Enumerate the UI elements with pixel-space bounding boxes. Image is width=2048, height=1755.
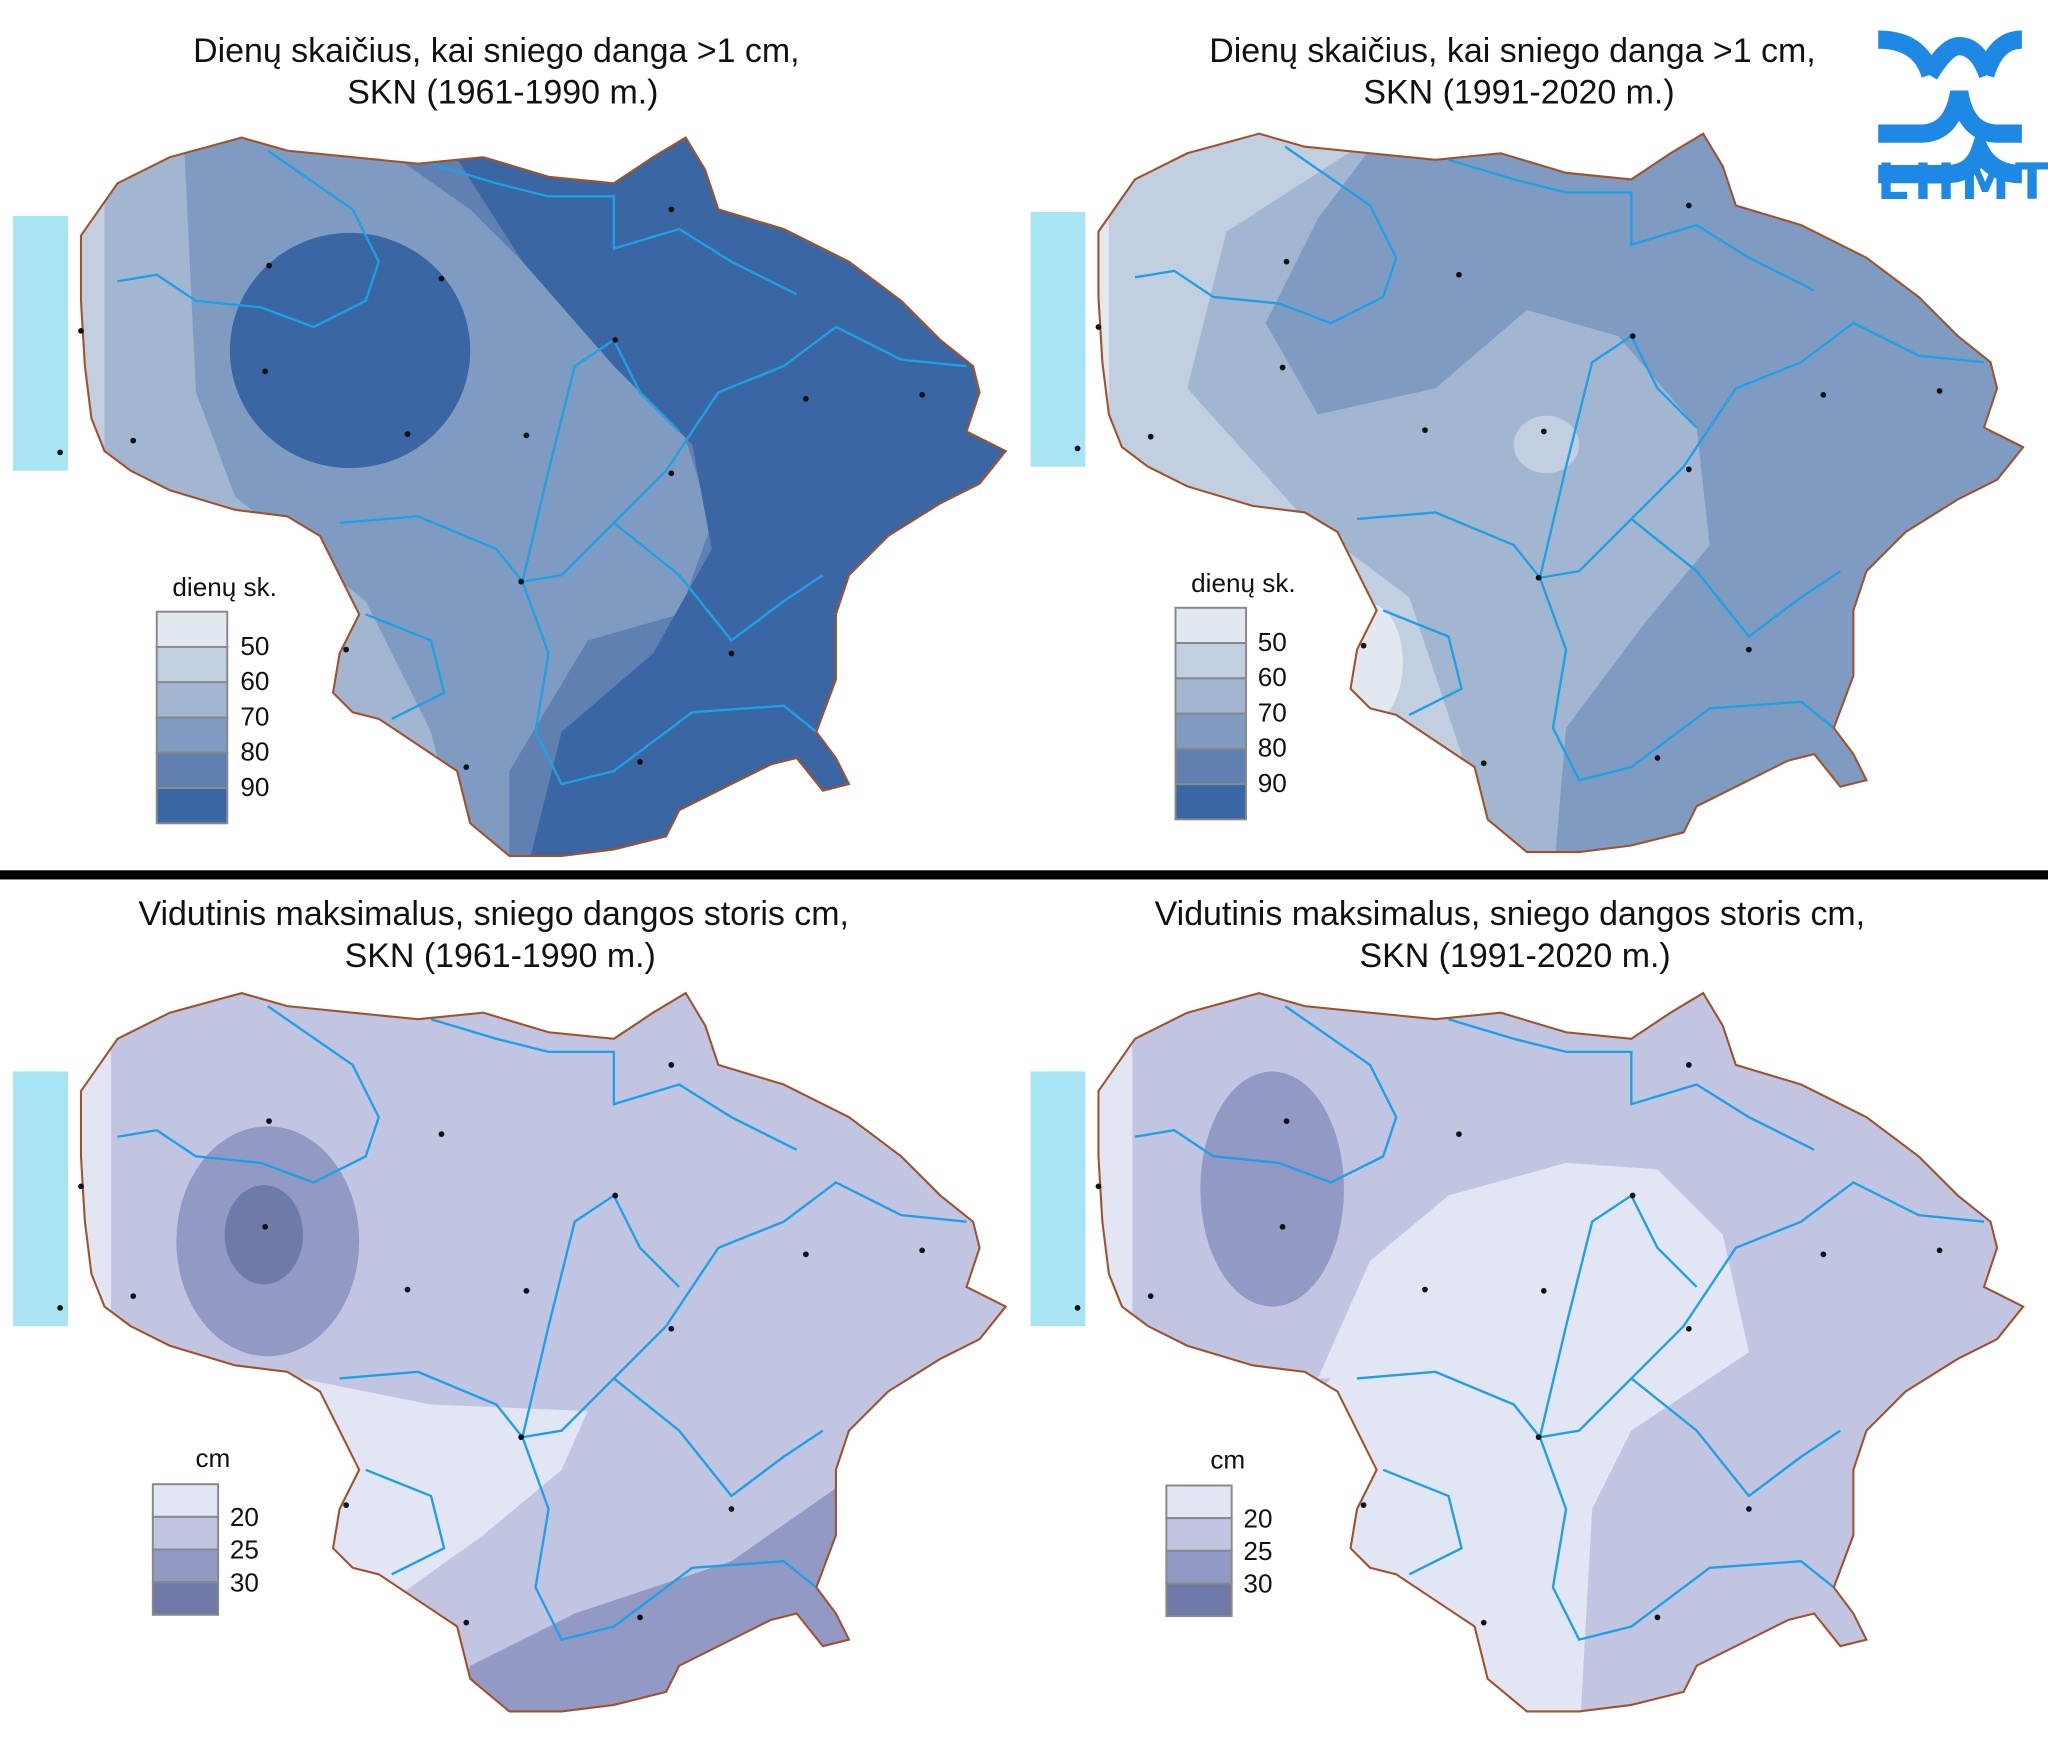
legend-label: 20 bbox=[1243, 1503, 1272, 1533]
map-title-line1: Dienų skaičius, kai sniego danga >1 cm, bbox=[193, 32, 800, 70]
map-title-line1: Vidutinis maksimalus, sniego dangos stor… bbox=[138, 895, 848, 933]
legend-label: 20 bbox=[230, 1502, 259, 1532]
section-divider bbox=[0, 870, 2048, 880]
legend-title: dienų sk. bbox=[172, 572, 277, 602]
contour-zones bbox=[80, 993, 1006, 1712]
legend-label: 80 bbox=[240, 737, 269, 767]
legend-depth: cm 20 25 30 bbox=[1165, 1445, 1272, 1618]
legend-label: 25 bbox=[230, 1535, 259, 1565]
legend-label: 60 bbox=[240, 666, 269, 696]
legend-title: cm bbox=[1210, 1445, 1245, 1475]
legend-depth: cm 20 25 30 bbox=[151, 1443, 259, 1616]
legend-label: 60 bbox=[1258, 662, 1287, 692]
map-depth-1961-1990: Vidutinis maksimalus, sniego dangos stor… bbox=[13, 895, 1007, 1713]
sea-area bbox=[13, 215, 68, 471]
legend-days: dienų sk. 50 60 70 80 90 bbox=[155, 572, 277, 825]
map-title-line2: SKN (1961-1990 m.) bbox=[347, 74, 658, 112]
legend-label: 70 bbox=[240, 701, 269, 731]
legend-label: 90 bbox=[1258, 768, 1287, 798]
legend-label: 50 bbox=[240, 631, 269, 661]
map-title-line1: Dienų skaičius, kai sniego danga >1 cm, bbox=[1209, 32, 1816, 70]
legend-label: 90 bbox=[240, 772, 269, 802]
map-title-line2: SKN (1991-2020 m.) bbox=[1363, 74, 1674, 112]
legend-title: cm bbox=[195, 1443, 230, 1473]
legend-label: 25 bbox=[1243, 1536, 1272, 1566]
contour-zones bbox=[1098, 133, 2024, 853]
legend-days: dienų sk. 50 60 70 80 90 bbox=[1174, 568, 1296, 821]
logo-text: LHMT bbox=[1877, 153, 2048, 211]
legend-title: dienų sk. bbox=[1191, 568, 1296, 598]
sea-area bbox=[1030, 212, 1086, 467]
map-title-line2: SKN (1991-2020 m.) bbox=[1359, 937, 1670, 975]
legend-label: 30 bbox=[230, 1567, 259, 1597]
legend-label: 30 bbox=[1243, 1569, 1272, 1599]
legend-label: 70 bbox=[1258, 697, 1287, 727]
lhmt-logo: LHMT bbox=[1877, 30, 2048, 211]
legend-label: 80 bbox=[1258, 733, 1287, 763]
sea-area bbox=[1030, 1071, 1086, 1327]
map-title-line2: SKN (1961-1990 m.) bbox=[345, 937, 656, 975]
map-title-line1: Vidutinis maksimalus, sniego dangos stor… bbox=[1155, 895, 1865, 933]
map-depth-1991-2020: Vidutinis maksimalus, sniego dangos stor… bbox=[1030, 895, 2025, 1713]
contour-zones bbox=[1098, 993, 2024, 1712]
sea-area bbox=[13, 1071, 68, 1327]
legend-label: 50 bbox=[1258, 627, 1287, 657]
map-days-1961-1990: Dienų skaičius, kai sniego danga >1 cm, … bbox=[13, 32, 1007, 857]
